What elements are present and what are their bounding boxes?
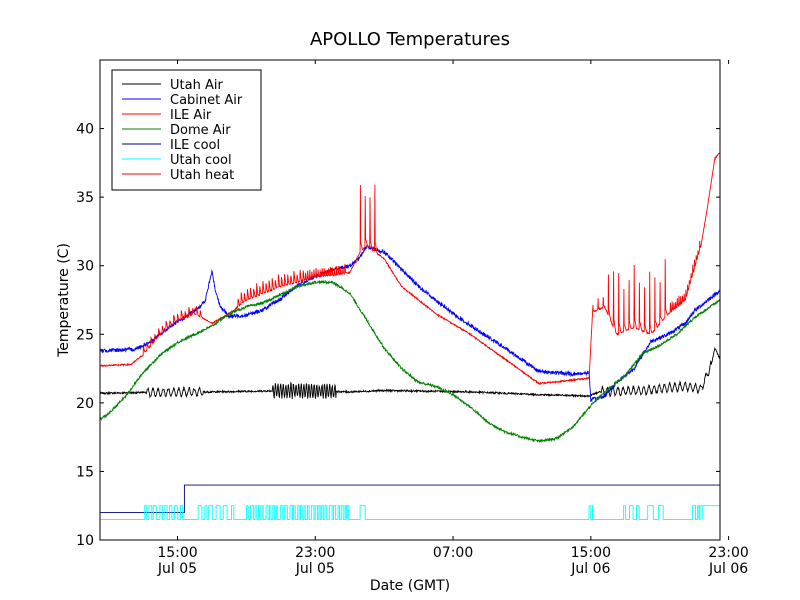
x-tick-date-3: Jul 06: [570, 561, 610, 577]
y-tick-label-10: 10: [76, 533, 94, 549]
legend-label-dome-air: Dome Air: [170, 123, 231, 138]
plot-frame: [99, 59, 721, 541]
y-tick-label-25: 25: [76, 327, 94, 343]
legend-label-utah-heat: Utah heat: [170, 168, 234, 183]
y-tick-label-20: 20: [76, 396, 94, 412]
plot-area: [100, 151, 720, 520]
y-tick-label-15: 15: [76, 464, 94, 480]
series-line-ile-air: [100, 151, 720, 386]
chart-title: APOLLO Temperatures: [310, 29, 510, 50]
x-tick-time-1: 23:00: [295, 545, 335, 561]
x-tick-date-0: Jul 05: [157, 561, 197, 577]
x-tick-date-4: Jul 06: [708, 561, 748, 577]
y-tick-label-35: 35: [76, 190, 94, 206]
y-tick-label-30: 30: [76, 259, 94, 275]
series-line-dome-air: [100, 279, 720, 444]
legend-label-ile-air: ILE Air: [170, 108, 212, 123]
x-axis-label: Date (GMT): [370, 578, 450, 594]
x-tick-time-0: 15:00: [157, 545, 197, 561]
y-tick-label-40: 40: [76, 122, 94, 138]
legend-box: [111, 69, 262, 191]
legend-label-utah-air: Utah Air: [170, 78, 223, 93]
series-line-ile-cool: [100, 484, 720, 514]
series-line-utah-air: [100, 347, 720, 400]
x-tick-time-4: 23:00: [708, 545, 748, 561]
legend-label-utah-cool: Utah cool: [170, 153, 232, 168]
series-line-utah-cool: [100, 505, 720, 520]
y-axis-label: Temperature (C): [56, 243, 72, 358]
x-tick-time-3: 15:00: [571, 545, 611, 561]
legend-label-ile-cool: ILE cool: [170, 138, 220, 153]
x-tick-time-2: 07:00: [433, 545, 473, 561]
legend-label-cabinet-air: Cabinet Air: [170, 93, 243, 108]
x-tick-date-1: Jul 05: [295, 561, 335, 577]
